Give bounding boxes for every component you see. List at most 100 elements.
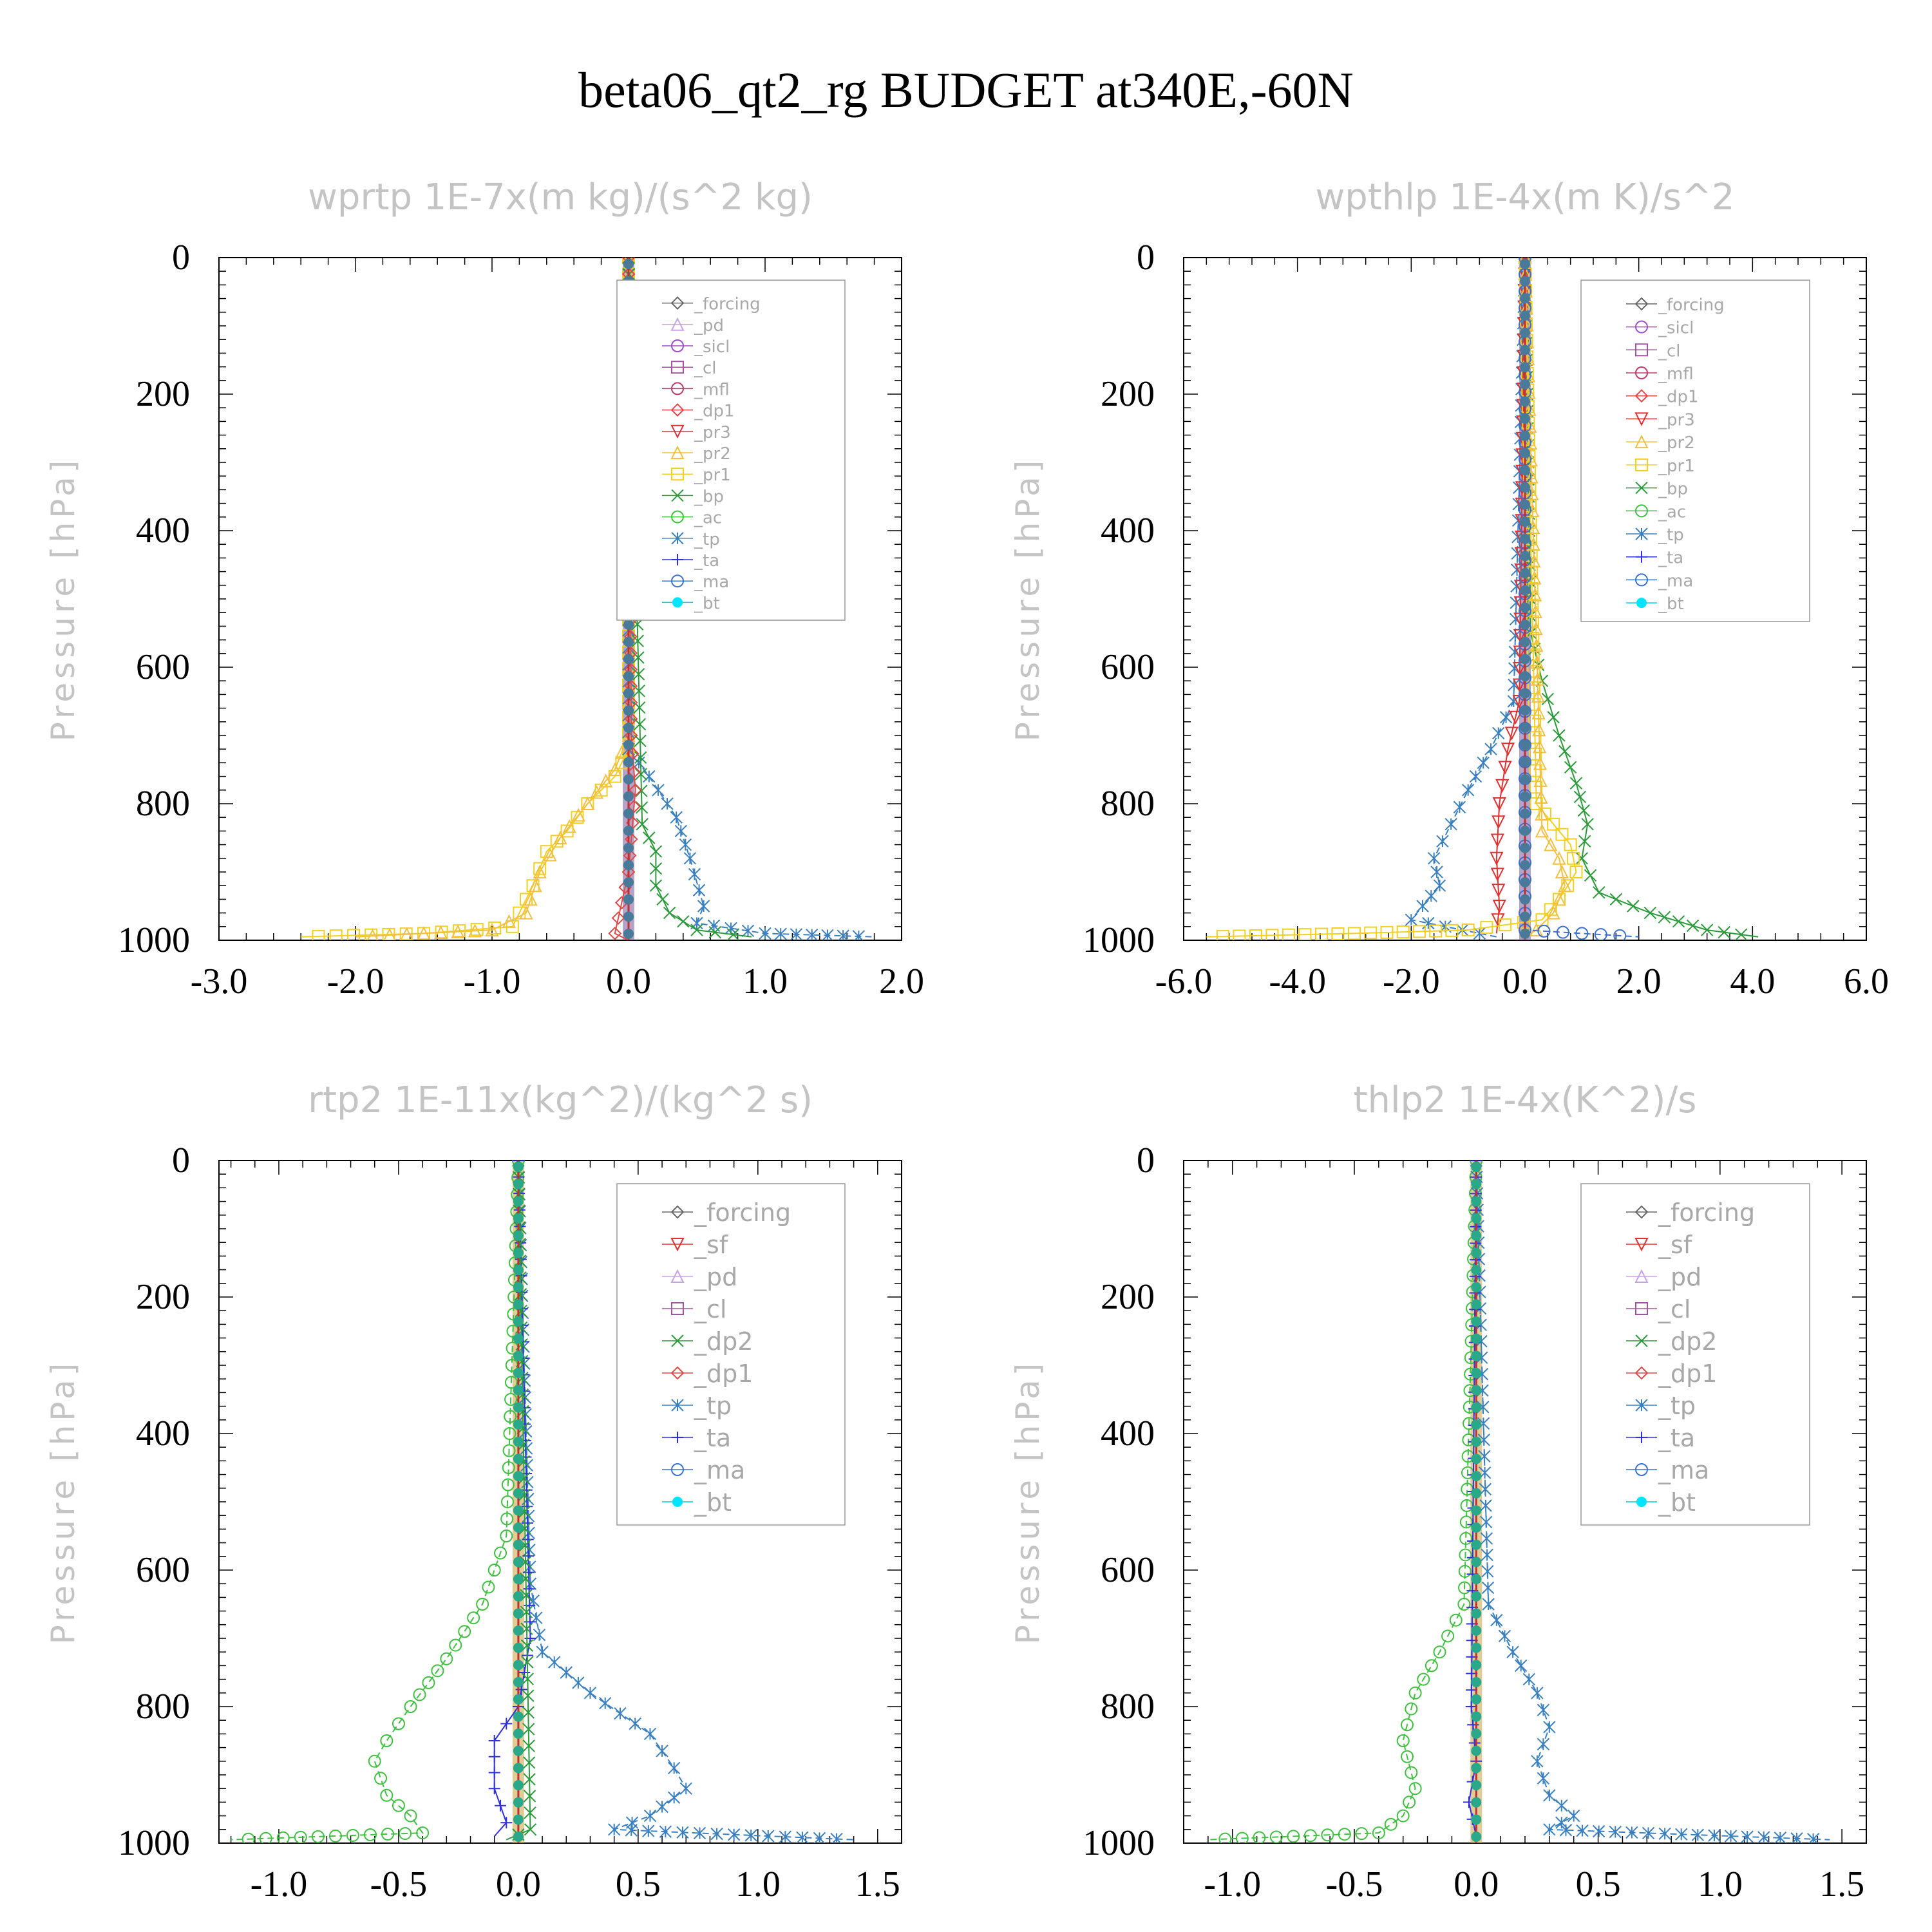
data-point: [1444, 818, 1457, 831]
data-point: [1471, 1591, 1482, 1602]
data-point: [623, 808, 634, 819]
data-point: [1543, 1823, 1556, 1836]
y-tick-label: 800: [136, 784, 190, 824]
data-point: [502, 914, 516, 928]
data-point: [671, 1302, 684, 1315]
data-point: [1249, 929, 1262, 940]
x-tick-label: 0.0: [1454, 1864, 1499, 1904]
data-point: [652, 784, 665, 797]
data-point: [1459, 1548, 1472, 1562]
data-point: [1627, 900, 1640, 913]
data-point: [1471, 1196, 1482, 1207]
data-point: [1471, 1454, 1482, 1464]
x-tick-label: -1.0: [1204, 1864, 1261, 1904]
data-point: [1471, 1299, 1482, 1310]
legend-label: _ma: [1658, 1456, 1709, 1484]
data-point: [513, 1522, 524, 1533]
data-point: [400, 927, 413, 940]
data-point: [611, 911, 625, 925]
data-point: [1401, 1750, 1414, 1763]
data-point: [513, 1350, 524, 1361]
data-point: [672, 597, 683, 608]
data-point: [1471, 1677, 1482, 1687]
data-point: [1492, 726, 1505, 740]
data-point: [1427, 852, 1441, 865]
x-tick-label: -1.0: [464, 961, 521, 1001]
x-tick-label: -6.0: [1155, 961, 1213, 1001]
data-point: [1458, 1564, 1472, 1578]
data-point: [560, 1666, 573, 1679]
data-point: [1635, 573, 1648, 587]
data-point: [623, 826, 634, 836]
data-point: [627, 799, 641, 813]
data-point: [422, 1676, 435, 1689]
data-point: [513, 1763, 524, 1774]
data-point: [1559, 1824, 1573, 1837]
data-point: [1524, 469, 1539, 484]
data-point: [521, 1501, 533, 1513]
data-point: [599, 773, 613, 788]
data-point: [1471, 1471, 1482, 1481]
x-tick-label: -4.0: [1269, 961, 1326, 1001]
data-point: [451, 924, 465, 938]
data-point: [1520, 654, 1530, 665]
data-point: [625, 1824, 638, 1837]
data-point: [1741, 1830, 1754, 1843]
data-point: [404, 1700, 417, 1713]
series-line-ac: [1208, 1160, 1477, 1841]
data-point: [380, 1734, 393, 1747]
series-line-pr1: [301, 258, 629, 938]
data-point: [500, 1718, 513, 1730]
data-point: [513, 1162, 524, 1172]
data-point: [1441, 1629, 1455, 1643]
y-tick-label: 400: [1101, 511, 1155, 551]
legend-label: _cl: [694, 359, 717, 378]
data-point: [1480, 1532, 1493, 1545]
x-tick-label: 2.0: [1616, 961, 1662, 1001]
data-point: [536, 1645, 549, 1658]
data-point: [1531, 705, 1546, 720]
data-point: [1471, 1522, 1482, 1533]
data-point: [1396, 1809, 1410, 1823]
data-point: [1269, 1830, 1283, 1843]
data-point: [671, 1334, 684, 1347]
data-point: [513, 1299, 524, 1310]
data-point: [495, 1799, 507, 1812]
data-point: [501, 1495, 515, 1508]
series-line-pr2: [355, 258, 629, 938]
legend-label: _dp1: [694, 402, 735, 421]
data-point: [623, 688, 634, 699]
data-point: [1405, 1766, 1418, 1779]
data-point: [1520, 636, 1530, 647]
data-point: [1555, 828, 1569, 841]
data-point: [1520, 413, 1530, 424]
y-tick-label: 1000: [1083, 920, 1155, 960]
legend-label: _bt: [694, 1488, 732, 1517]
data-point: [671, 510, 684, 524]
x-tick-label: 0.0: [496, 1864, 541, 1904]
legend-label: _dp1: [1658, 388, 1699, 407]
data-point: [1569, 777, 1583, 790]
data-point: [524, 1823, 537, 1836]
data-point: [1520, 276, 1530, 287]
data-point: [506, 920, 519, 933]
data-point: [513, 1591, 524, 1602]
data-point: [635, 801, 649, 814]
series-line-ac: [231, 1160, 519, 1841]
y-axis-label: Pressure [hPa]: [44, 457, 82, 742]
data-point: [1530, 672, 1545, 686]
data-point: [1520, 929, 1530, 939]
data-point: [670, 424, 685, 439]
data-point: [1520, 396, 1530, 407]
y-tick-label: 1000: [118, 920, 190, 960]
data-point: [1533, 756, 1547, 770]
data-point: [392, 1717, 405, 1730]
data-point: [649, 845, 663, 858]
data-point: [671, 339, 684, 352]
data-point: [1552, 892, 1566, 906]
figure-title: beta06_qt2_rg BUDGET at340E,-60N: [578, 62, 1354, 118]
data-point: [1635, 458, 1648, 471]
y-tick-label: 400: [136, 511, 190, 551]
data-point: [1658, 1827, 1671, 1841]
data-point: [649, 862, 663, 875]
